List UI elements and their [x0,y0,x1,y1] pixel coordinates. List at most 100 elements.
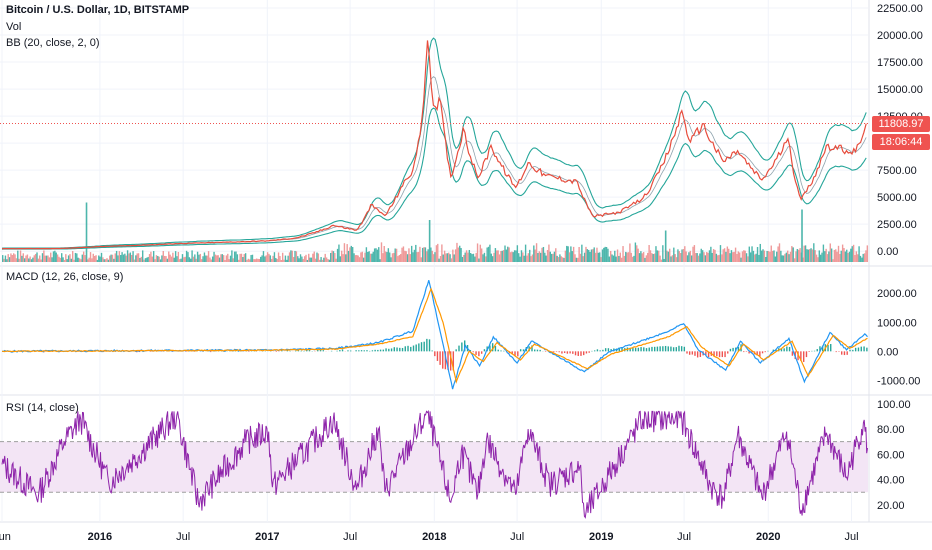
volume-bar [729,253,731,262]
volume-bar [120,255,122,262]
volume-bar [513,250,516,262]
volume-bar [659,255,661,262]
volume-bar [291,250,293,262]
macd-tick-label: 1000.00 [877,317,917,329]
volume-bar [202,256,204,262]
macd-histogram-bar [662,346,664,352]
macd-histogram-bar [461,342,463,352]
macd-histogram-bar [347,350,349,352]
volume-bar [837,245,840,262]
macd-histogram-bar [469,350,472,352]
volume-bar [44,255,46,262]
volume-bar [507,246,509,262]
volume-bar [862,253,864,262]
volume-bar [865,250,867,262]
macd-histogram-bar [377,349,379,352]
macd-histogram-bar [531,345,533,352]
volume-bar [454,249,457,262]
price-pane[interactable] [0,37,869,262]
volume-bar [264,256,266,262]
macd-histogram-bar [566,351,569,354]
volume-bar [855,251,858,262]
volume-bar [55,252,57,262]
macd-histogram-bar [830,344,832,352]
price-tick-label: 22500.00 [877,3,923,15]
macd-signal-line[interactable] [2,287,868,384]
volume-bar [453,254,455,262]
macd-histogram-bar [634,348,637,352]
macd-histogram-bar [729,348,732,352]
volume-bar [163,255,166,262]
volume-bar [596,247,598,262]
macd-histogram-bar [455,349,457,352]
macd-pane[interactable] [1,280,868,390]
macd-histogram-bar [637,347,640,352]
volume-bar [423,247,425,262]
volume-bar [640,251,642,262]
rsi-line[interactable] [1,409,868,519]
volume-bar [574,254,576,262]
volume-bar [360,252,362,262]
volume-bar [92,253,94,262]
volume-bar [203,252,206,262]
volume-bar [633,255,635,262]
volume-bar [224,259,226,262]
symbol-legend[interactable]: Bitcoin / U.S. Dollar, 1D, BITSTAMP [6,4,190,16]
volume-bar [496,250,498,262]
volume-bar [539,252,542,262]
volume-bar [817,257,819,262]
volume-bar [356,255,358,262]
volume-bar [649,250,652,262]
volume-bar [516,245,519,262]
volume-bar [244,253,247,262]
volume-bar [405,251,407,262]
macd-histogram-bar [743,351,745,353]
bollinger-legend[interactable]: BB (20, close, 2, 0) [6,37,100,49]
volume-bar [600,257,602,262]
volume-bar [479,244,482,262]
volume-bar [294,250,296,262]
rsi-pane[interactable] [0,409,868,519]
volume-bar [585,246,587,262]
volume-bar [609,250,612,262]
volume-bar [52,251,55,262]
volume-bar [626,252,628,262]
volume-bar [288,252,291,262]
axes: Jun 2016 Jul 2017 Jul 2018 Jul 2019 Jul 2020 Jul 22… [0,3,923,543]
volume-bar [328,259,331,262]
volume-bar [106,258,108,262]
volume-bar [347,250,350,262]
volume-bar [132,251,134,262]
volume-bar [500,251,502,262]
volume-bar [675,257,678,262]
volume-bar [174,251,177,262]
macd-histogram-bar [489,345,491,352]
volume-bar [364,252,366,262]
volume-bar [93,255,96,262]
volume-bar [380,242,383,262]
macd-histogram-bar [632,348,634,352]
rsi-legend[interactable]: RSI (14, close) [6,402,79,414]
macd-legend[interactable]: MACD (12, 26, close, 9) [6,271,124,283]
volume-bar [658,250,660,262]
macd-histogram-bar [583,351,585,356]
volume-bar [593,247,595,262]
volume-bar [2,255,4,262]
volume-bar [413,249,416,262]
volume-bar [154,259,156,262]
volume-bar [247,258,250,262]
macd-histogram-bar [393,347,395,352]
price-line[interactable] [1,40,867,250]
volume-bar [299,254,302,262]
macd-histogram-bar [667,346,669,352]
volume-bar [725,251,727,262]
volume-legend[interactable]: Vol [6,21,22,33]
macd-histogram-bar [420,342,423,352]
volume-bar [222,255,225,262]
volume-bar [519,256,521,262]
volume-bar [497,250,499,262]
volume-bar [616,249,619,262]
volume-bar [710,246,712,262]
